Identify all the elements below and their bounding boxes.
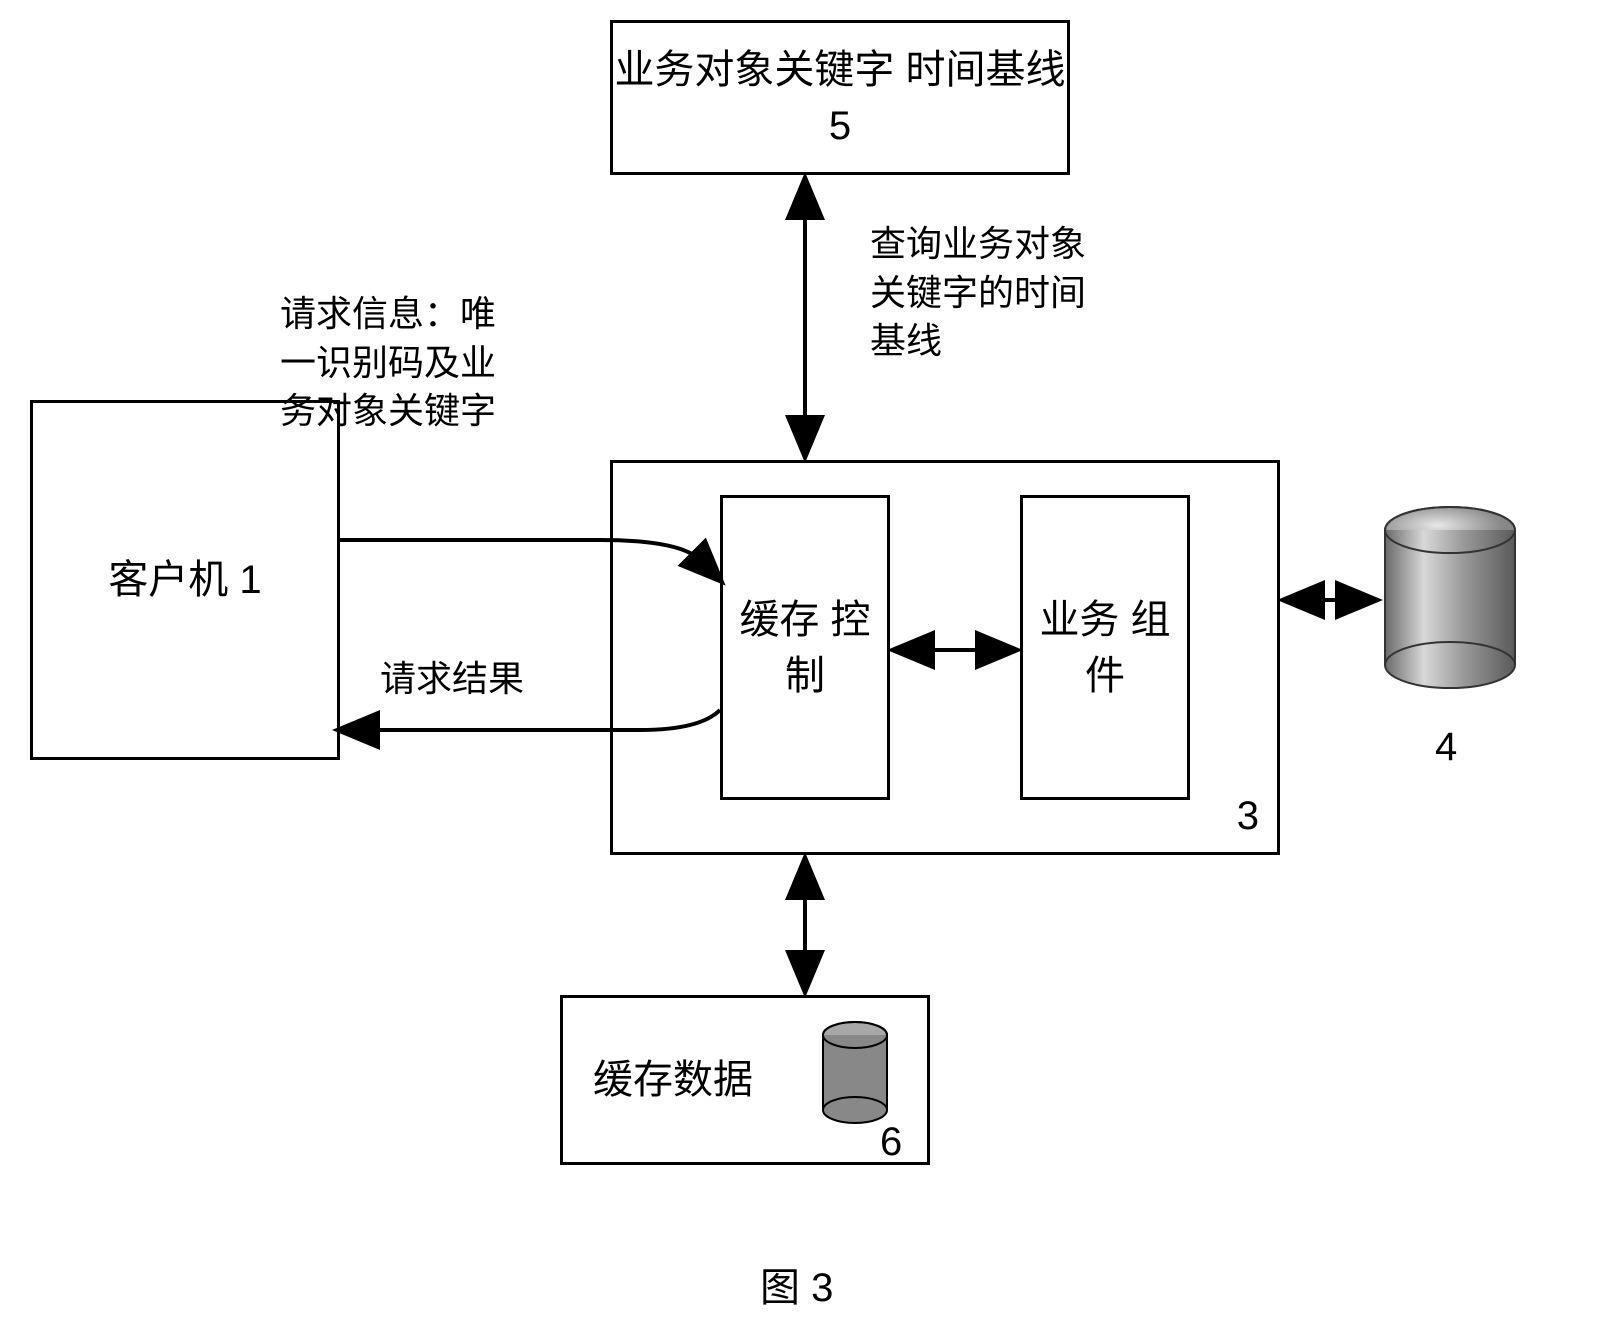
arrow-cache-to-client — [340, 710, 720, 730]
figure-caption: 图 3 — [760, 1255, 833, 1313]
connectors-layer — [0, 0, 1624, 1333]
arrow-client-to-cache — [340, 540, 720, 580]
